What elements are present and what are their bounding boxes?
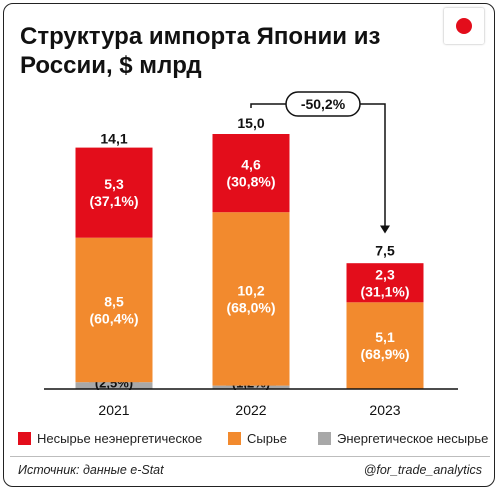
stacked-bar-chart: 0,4(2,5%)8,5(60,4%)5,3(37,1%)14,120210,2…: [44, 91, 458, 418]
bar-segment-raw-2023: [346, 302, 424, 389]
total-label-2021: 14,1: [100, 130, 127, 146]
bar-segment-raw-2022: [212, 212, 290, 386]
card-frame: [3, 3, 495, 487]
data-label-raw-2021: 8,5 (60,4%): [89, 293, 138, 326]
footer-divider: [10, 456, 490, 457]
change-pill-label: -50,2%: [301, 96, 346, 112]
source-note: Источник: данные e-Stat: [18, 463, 164, 477]
legend-swatch-non-energy: [18, 432, 31, 445]
data-label-raw-2023: 5,1 (68,9%): [360, 329, 409, 362]
bar-segment-non_energy-2021: [75, 147, 153, 238]
legend-swatch-raw: [228, 432, 241, 445]
data-label-non_energy-2021: 5,3 (37,1%): [89, 176, 138, 209]
legend-swatch-energy: [318, 432, 331, 445]
legend-item-non-energy: Несырье неэнергетическое: [18, 431, 202, 446]
bar-segment-raw-2021: [75, 237, 153, 383]
x-tick-2022: 2022: [235, 402, 266, 418]
bar-segment-non_energy-2023: [346, 263, 424, 303]
x-tick-2021: 2021: [98, 402, 129, 418]
legend-item-raw: Сырье: [228, 431, 287, 446]
change-arrow-head: [380, 225, 390, 234]
legend-label-non-energy: Несырье неэнергетическое: [37, 431, 203, 446]
flag-sun: [456, 18, 472, 34]
japan-flag-icon: [444, 8, 484, 44]
data-label-non_energy-2022: 4,6 (30,8%): [226, 157, 275, 190]
author-handle: @for_trade_analytics: [363, 463, 482, 477]
chart-title: Структура импорта Японии из России, $ мл…: [20, 23, 381, 79]
legend-item-energy: Энергетическое несырье: [318, 431, 488, 446]
total-label-2023: 7,5: [375, 243, 395, 259]
legend-label-energy: Энергетическое несырье: [337, 431, 489, 446]
total-label-2022: 15,0: [237, 115, 264, 131]
bar-segment-non_energy-2022: [212, 134, 290, 213]
change-pill: [285, 91, 361, 117]
x-tick-2023: 2023: [369, 402, 400, 418]
data-label-raw-2022: 10,2 (68,0%): [226, 282, 275, 315]
legend-label-raw: Сырье: [247, 431, 287, 446]
data-label-non_energy-2023: 2,3 (31,1%): [360, 266, 409, 299]
